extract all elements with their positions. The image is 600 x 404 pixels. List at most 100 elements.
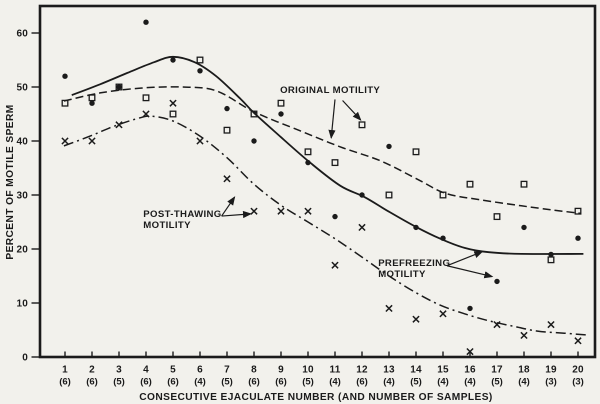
x-tick-label: 5 [170, 365, 176, 376]
post-thawing-motility-point [277, 207, 285, 215]
prefreezing-motility-point [413, 224, 419, 231]
post-thawing-motility-point [547, 320, 555, 329]
prefreezing-motility-point [197, 68, 203, 74]
original-motility-point [412, 148, 420, 156]
x-sample-count-label: (5) [221, 377, 233, 388]
x-sample-count-label: (6) [248, 377, 260, 388]
post-thawing-motility-curve [63, 115, 587, 336]
original-motility-point [88, 94, 96, 102]
y-tick-label: 30 [16, 191, 28, 202]
original-motility-point [223, 126, 231, 134]
x-tick-label: 8 [251, 365, 257, 376]
x-sample-count-label: (4) [329, 377, 341, 388]
post-thawing-motility-point [412, 315, 420, 323]
x-tick-label: 6 [197, 365, 203, 376]
post-thawing-motility-point [493, 320, 501, 329]
prefreezing-motility-point [575, 235, 581, 241]
x-sample-count-label: (5) [302, 377, 314, 388]
post-thawing-motility-point [358, 223, 366, 232]
prefreezing-motility-point [170, 57, 176, 63]
x-tick-label: 7 [224, 365, 230, 376]
prefreezing-motility-point [224, 105, 230, 112]
original-motility-point [250, 110, 258, 118]
x-tick-label: 14 [410, 365, 422, 376]
x-sample-count-label: (6) [140, 377, 152, 388]
x-sample-count-label: (5) [410, 377, 422, 388]
data-points [61, 19, 582, 356]
prefreezing-motility-point [386, 143, 392, 150]
x-tick-label: 12 [356, 365, 368, 376]
x-sample-count-label: (4) [464, 377, 476, 388]
prefreezing-motility-point [494, 278, 500, 285]
prefreezing-motility-point [116, 84, 122, 90]
original-motility-label-arrow [328, 99, 336, 139]
plot-border [38, 4, 597, 359]
prefreezing-motility-point [278, 111, 284, 117]
original-motility-point [115, 83, 123, 91]
x-sample-count-label: (4) [437, 377, 449, 388]
x-sample-count-label: (5) [491, 377, 503, 388]
original-motility-point [520, 180, 528, 188]
original-motility-point [304, 148, 312, 156]
x-tick-label: 3 [116, 365, 122, 376]
post-thawing-motility-point [88, 137, 96, 145]
original-motility-point [169, 110, 177, 118]
x-sample-count-label: (6) [86, 377, 98, 388]
post-thawing-motility-point [466, 347, 474, 356]
prefreezing-motility-label-arrow [446, 251, 484, 267]
post-thawing-motility-label-arrow [221, 196, 236, 217]
prefreezing-motility-point [521, 224, 527, 231]
prefreezing-motility-point [62, 73, 68, 79]
x-tick-label: 20 [572, 365, 584, 376]
original-motility-label-text: ORIGINAL MOTILITY [280, 85, 380, 96]
y-tick-label: 20 [16, 245, 28, 256]
x-tick-label: 10 [302, 365, 314, 376]
x-axis-title: CONSECUTIVE EJACULATE NUMBER (AND NUMBER… [139, 392, 492, 403]
prefreezing-motility-point [89, 100, 95, 106]
original-motility-point [61, 99, 69, 107]
post-thawing-motility-point [520, 331, 528, 340]
x-sample-count-label: (4) [194, 377, 206, 388]
post-thawing-motility-point [115, 121, 123, 129]
prefreezing-motility-point [251, 138, 257, 144]
x-sample-count-label: (6) [167, 377, 179, 388]
x-sample-count-label: (6) [356, 377, 368, 388]
post-thawing-motility-point [223, 175, 231, 183]
prefreezing-motility-label-text: PREFREEZING [378, 258, 450, 269]
prefreezing-motility-point [332, 213, 338, 220]
y-axis-title: PERCENT OF MOTILE SPERM [5, 104, 16, 259]
axis-ticks: 01020304050601(6)2(6)3(5)4(6)5(6)6(4)7(5… [16, 29, 584, 388]
post-thawing-motility-point [331, 261, 339, 269]
x-tick-label: 2 [89, 365, 95, 376]
post-thawing-motility-point [439, 310, 447, 318]
post-thawing-motility-point [304, 207, 312, 215]
post-thawing-motility-label-arrow [221, 210, 252, 219]
original-motility-point [142, 94, 150, 102]
original-motility-point [547, 256, 555, 264]
x-tick-label: 11 [330, 365, 341, 376]
prefreezing-motility-point [548, 251, 554, 258]
x-sample-count-label: (6) [59, 377, 71, 388]
post-thawing-motility-point [385, 304, 393, 313]
x-sample-count-label: (3) [572, 377, 584, 388]
x-tick-label: 19 [545, 365, 557, 376]
fitted-curves [63, 55, 587, 336]
y-tick-label: 0 [22, 353, 28, 364]
original-motility-point [196, 56, 204, 64]
post-thawing-motility-label-text: MOTILITY [143, 220, 191, 231]
post-thawing-motility-point [574, 337, 582, 345]
x-tick-label: 15 [437, 365, 449, 376]
prefreezing-motility-point [305, 159, 311, 166]
x-tick-label: 17 [491, 365, 503, 376]
prefreezing-motility-label-text: MOTILITY [378, 269, 426, 280]
post-thawing-motility-point [250, 207, 258, 215]
x-sample-count-label: (5) [113, 377, 125, 388]
x-sample-count-label: (3) [545, 377, 557, 388]
x-tick-label: 9 [278, 365, 284, 376]
original-motility-point [493, 213, 501, 221]
original-motility-point [331, 159, 339, 167]
series-annotations: ORIGINAL MOTILITYPOST-THAWINGMOTILITYPRE… [143, 85, 494, 280]
